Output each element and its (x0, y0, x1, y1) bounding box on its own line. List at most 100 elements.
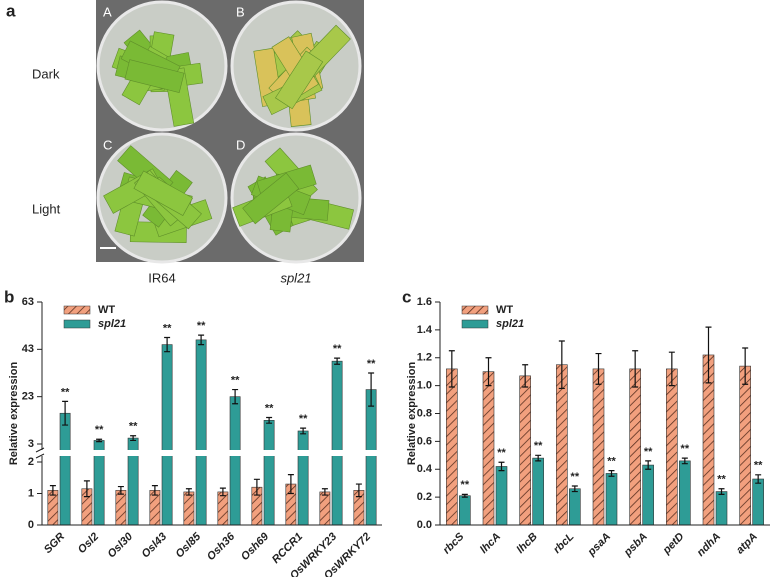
bar (739, 365, 751, 526)
x-tick-label: ndhA (695, 531, 723, 559)
error-bar (198, 334, 205, 346)
dish-label: B (236, 4, 245, 19)
error-bar (355, 483, 362, 498)
x-tick-label: lhcB (514, 531, 539, 556)
y-tick-label: 63 (22, 296, 34, 308)
bar (592, 368, 605, 526)
leaf (133, 170, 193, 216)
significance-label: ** (534, 440, 543, 452)
significance-label: ** (717, 474, 726, 486)
error-bar (96, 438, 103, 443)
panel-label: b (4, 287, 14, 306)
leaf (124, 59, 185, 93)
y-tick-label: 3 (28, 438, 34, 450)
x-tick-label: lhcA (478, 531, 503, 556)
bar (297, 430, 309, 526)
bar (569, 488, 581, 526)
error-bar (571, 485, 578, 493)
legend-label: spl21 (496, 318, 524, 330)
error-bar (668, 351, 675, 387)
error-bar (558, 340, 565, 390)
legend-swatch (63, 305, 91, 315)
error-bar (49, 485, 56, 496)
y-tick-label: 0 (28, 519, 34, 531)
significance-label: ** (299, 413, 308, 425)
photo-panel (96, 0, 364, 264)
bar (59, 412, 71, 526)
bar (679, 460, 691, 526)
x-tick-label: Osl43 (139, 531, 169, 561)
bar (495, 466, 508, 526)
x-tick-label: SGR (42, 531, 67, 556)
y-tick-label: 0.6 (417, 435, 432, 447)
significance-label: ** (571, 471, 580, 483)
significance-label: ** (231, 374, 240, 386)
x-tick-label: Osh36 (205, 530, 238, 563)
bar (629, 368, 641, 526)
panel-label: c (402, 287, 411, 306)
significance-label: ** (265, 402, 274, 414)
significance-label: ** (461, 479, 470, 491)
error-bar (368, 372, 375, 407)
significance-label: ** (607, 456, 616, 468)
y-tick-label: 23 (22, 391, 34, 403)
significance-label: ** (197, 320, 206, 332)
legend-label: spl21 (98, 318, 126, 330)
error-bar (185, 488, 192, 496)
bar (229, 396, 241, 526)
error-bar (645, 460, 652, 470)
bar (319, 491, 331, 526)
legend-label: WT (98, 304, 115, 316)
bar (519, 375, 531, 526)
bar (482, 371, 495, 526)
y-tick-label: 1 (28, 487, 34, 499)
y-tick-label: 2 (28, 456, 34, 468)
error-bar (498, 461, 505, 472)
bar (446, 368, 458, 526)
error-bar (448, 350, 455, 388)
y-tick-label: 0.0 (417, 519, 432, 531)
y-tick-label: 0.4 (417, 463, 433, 475)
error-bar (681, 457, 688, 465)
bar (331, 360, 343, 526)
x-tick-label: Osl2 (76, 531, 101, 556)
significance-label: ** (333, 343, 342, 355)
error-bar (83, 480, 90, 498)
error-bar (718, 488, 725, 495)
row-label: Light (32, 201, 61, 216)
bar (263, 420, 275, 526)
leaf (242, 172, 300, 225)
error-bar (705, 326, 712, 384)
significance-label: ** (754, 460, 763, 472)
y-axis-title: Relative expression (8, 362, 20, 466)
x-tick-label: psbA (621, 531, 650, 560)
y-tick-label: 0.8 (417, 407, 432, 419)
significance-label: ** (644, 446, 653, 458)
error-bar (151, 485, 158, 496)
error-bar (485, 357, 492, 387)
error-bar (62, 400, 69, 426)
error-bar (742, 347, 749, 385)
bar (115, 490, 127, 526)
bar (752, 478, 764, 526)
y-tick-label: 0.2 (417, 491, 432, 503)
column-label: IR64 (148, 270, 175, 285)
significance-label: ** (163, 322, 172, 334)
error-bar (461, 493, 468, 498)
dish-label: D (236, 137, 245, 152)
column-label: spl21 (280, 270, 311, 285)
error-bar (595, 352, 602, 385)
bar (605, 473, 618, 526)
error-bar (219, 487, 226, 497)
legend-swatch (461, 319, 489, 329)
error-bar (334, 357, 341, 365)
error-bar (632, 350, 639, 388)
bar (532, 457, 544, 526)
legend-label: WT (496, 304, 513, 316)
y-tick-label: 1.0 (417, 380, 432, 392)
legend-swatch (63, 319, 91, 329)
significance-label: ** (681, 443, 690, 455)
legend-swatch (461, 305, 489, 315)
bar (666, 368, 678, 526)
